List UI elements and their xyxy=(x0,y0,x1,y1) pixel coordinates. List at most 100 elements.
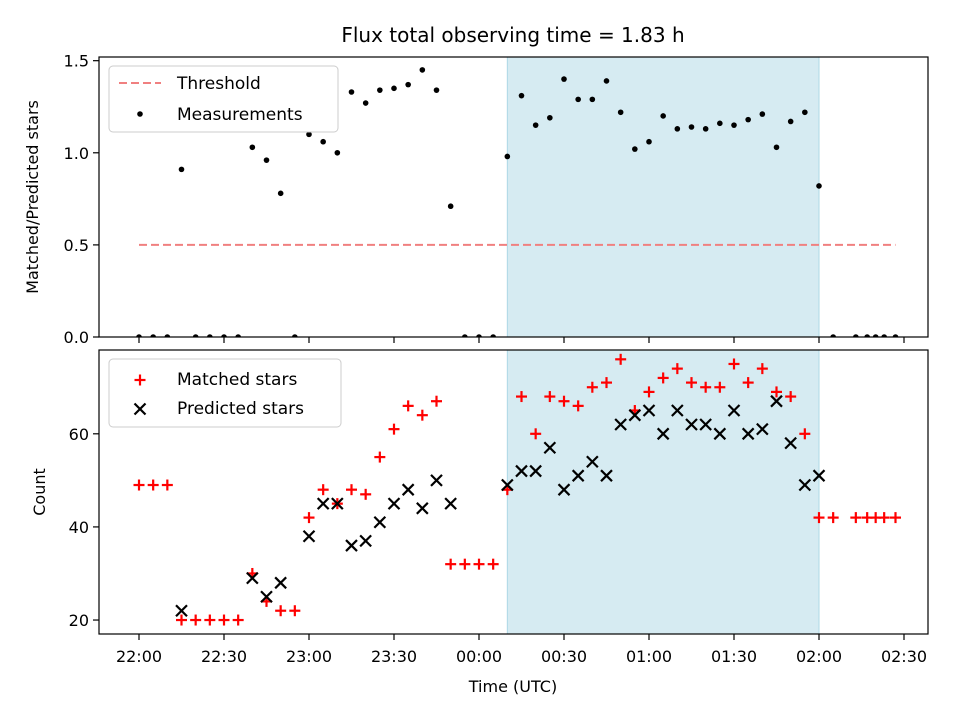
predicted-star-point xyxy=(770,394,783,408)
measurement-point xyxy=(462,334,468,337)
measurement-point xyxy=(787,118,794,125)
measurement-point xyxy=(518,92,525,99)
measurement-point xyxy=(249,144,256,151)
predicted-star-point xyxy=(260,590,273,604)
measurement-point xyxy=(178,166,185,173)
matched-star-point xyxy=(459,558,471,570)
matched-star-point xyxy=(388,423,400,435)
predicted-star-point xyxy=(614,418,627,431)
measurement-point xyxy=(589,96,596,103)
legend-matched-label: Matched stars xyxy=(177,370,297,390)
measurement-point xyxy=(192,334,199,337)
measurement-point xyxy=(617,109,624,116)
predicted-star-point xyxy=(727,404,741,417)
predicted-star-point xyxy=(586,455,599,469)
measurement-point xyxy=(362,100,369,106)
measurement-point xyxy=(802,109,808,116)
top-panel-shade xyxy=(506,56,820,338)
legend-measurements-swatch xyxy=(137,111,143,117)
top-y-axis-label: Matched/Predicted stars xyxy=(23,100,42,294)
matched-star-point xyxy=(615,353,627,365)
matched-star-point xyxy=(176,614,187,626)
y-tick-label: 20 xyxy=(69,611,89,630)
x-tick-label: 01:30 xyxy=(711,647,757,666)
top-panel: 0.0 0.5 1.0 1.5 Matched/Predicted stars Thr… xyxy=(23,52,929,347)
matched-star-point xyxy=(785,391,797,403)
predicted-star-point xyxy=(529,464,542,478)
legend-matched-swatch xyxy=(134,374,146,386)
measurement-point xyxy=(348,89,355,95)
matched-star-point xyxy=(374,451,386,463)
matched-star-point xyxy=(890,512,901,524)
y-tick-label: 40 xyxy=(69,518,89,537)
measurement-point xyxy=(150,334,156,337)
bottom-x-ticks: 22:00 22:30 23:00 23:30 00:00 00:30 01:00 01:30… xyxy=(116,634,927,666)
y-tick-label: 60 xyxy=(69,425,89,444)
matched-star-point xyxy=(671,363,683,375)
x-tick-label: 23:30 xyxy=(371,647,417,666)
y-tick-label: 1.5 xyxy=(64,52,89,71)
matched-star-point xyxy=(813,512,825,524)
predicted-star-point xyxy=(671,404,684,417)
x-tick-label: 02:30 xyxy=(881,647,927,666)
measurement-point xyxy=(419,67,426,73)
bottom-panel-shade xyxy=(506,349,820,635)
matched-star-point xyxy=(686,377,697,389)
predicted-star-point xyxy=(515,464,528,478)
measurement-point xyxy=(447,203,454,210)
measurement-point xyxy=(575,96,581,103)
y-tick-label: 1.0 xyxy=(64,144,89,163)
predicted-star-point xyxy=(600,469,613,482)
legend-predicted-swatch xyxy=(133,402,147,416)
predicted-star-point xyxy=(543,441,557,455)
measurement-point xyxy=(377,87,383,93)
legend-predicted-label: Predicted stars xyxy=(177,399,304,419)
matched-star-point xyxy=(544,391,556,403)
measurement-point xyxy=(731,122,737,128)
measurement-point xyxy=(632,146,638,152)
matched-star-point xyxy=(360,488,372,500)
bottom-y-ticks: 20 40 60 xyxy=(69,425,99,630)
matched-star-point xyxy=(161,479,173,491)
predicted-star-point xyxy=(501,478,514,492)
matched-star-point xyxy=(431,395,442,407)
top-legend-box xyxy=(108,65,339,133)
matched-star-point xyxy=(657,372,669,384)
legend-threshold-label: Threshold xyxy=(176,74,261,94)
predicted-star-point xyxy=(685,418,698,431)
bottom-panel: 20 40 60 22:00 22:30 23:00 23:30 00:00 00:30 01:… xyxy=(30,349,929,666)
predicted-star-point xyxy=(373,515,387,529)
x-tick-label: 22:30 xyxy=(201,647,247,666)
measurement-point xyxy=(547,114,553,121)
measurement-point xyxy=(136,334,142,337)
x-tick-label: 00:30 xyxy=(541,647,587,666)
measurement-point xyxy=(306,131,312,138)
predicted-star-point xyxy=(416,502,429,515)
matched-star-point xyxy=(218,614,230,626)
matched-star-point xyxy=(346,484,357,496)
chart-title: Flux total observing time = 1.83 h xyxy=(341,23,684,47)
bottom-legend: Matched stars Predicted stars xyxy=(108,358,342,428)
top-legend: Threshold Measurements xyxy=(108,65,339,133)
predicted-star-point xyxy=(741,427,755,441)
matched-star-point xyxy=(771,386,782,398)
predicted-star-point xyxy=(444,497,457,510)
predicted-star-point xyxy=(642,404,656,417)
matched-star-point xyxy=(204,614,216,626)
legend-predicted-marker xyxy=(133,402,147,416)
x-tick-label: 00:00 xyxy=(456,647,502,666)
x-tick-label: 01:00 xyxy=(626,647,672,666)
matched-star-point xyxy=(728,358,740,370)
predicted-star-point xyxy=(430,474,443,487)
predicted-star-point xyxy=(557,483,571,496)
predicted-star-point xyxy=(246,571,259,585)
predicted-star-point xyxy=(359,534,372,548)
predicted-star-point xyxy=(345,539,358,552)
predicted-star-point xyxy=(316,497,330,510)
measurement-point xyxy=(816,183,822,189)
measurement-point xyxy=(476,334,482,337)
matched-star-point xyxy=(303,512,315,524)
matched-star-point xyxy=(516,391,527,403)
measurement-point xyxy=(872,334,879,337)
predicted-star-point xyxy=(331,497,344,510)
